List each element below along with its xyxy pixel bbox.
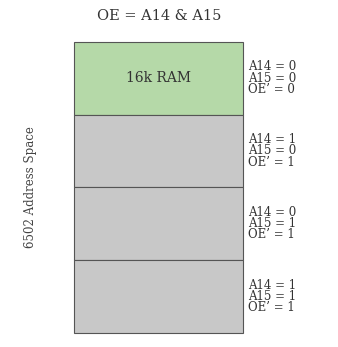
Text: A14 = 0: A14 = 0	[248, 60, 297, 74]
Text: OE’ = 0: OE’ = 0	[248, 83, 295, 96]
Text: A15 = 1: A15 = 1	[248, 290, 296, 303]
Text: A14 = 0: A14 = 0	[248, 206, 297, 219]
Text: OE = A14 & A15: OE = A14 & A15	[97, 9, 221, 23]
Text: A15 = 1: A15 = 1	[248, 217, 296, 230]
Text: OE’ = 1: OE’ = 1	[248, 228, 295, 242]
Text: A14 = 1: A14 = 1	[248, 279, 296, 292]
Text: A14 = 1: A14 = 1	[248, 133, 296, 146]
Text: A15 = 0: A15 = 0	[248, 71, 297, 85]
Bar	[74, 115, 243, 187]
Text: A15 = 0: A15 = 0	[248, 144, 297, 158]
Text: OE’ = 1: OE’ = 1	[248, 155, 295, 169]
Bar	[74, 42, 243, 115]
Text: 16k RAM: 16k RAM	[126, 71, 191, 85]
Text: 6502 Address Space: 6502 Address Space	[24, 126, 37, 248]
Text: OE’ = 1: OE’ = 1	[248, 301, 295, 314]
Bar	[74, 187, 243, 260]
Bar	[74, 260, 243, 333]
